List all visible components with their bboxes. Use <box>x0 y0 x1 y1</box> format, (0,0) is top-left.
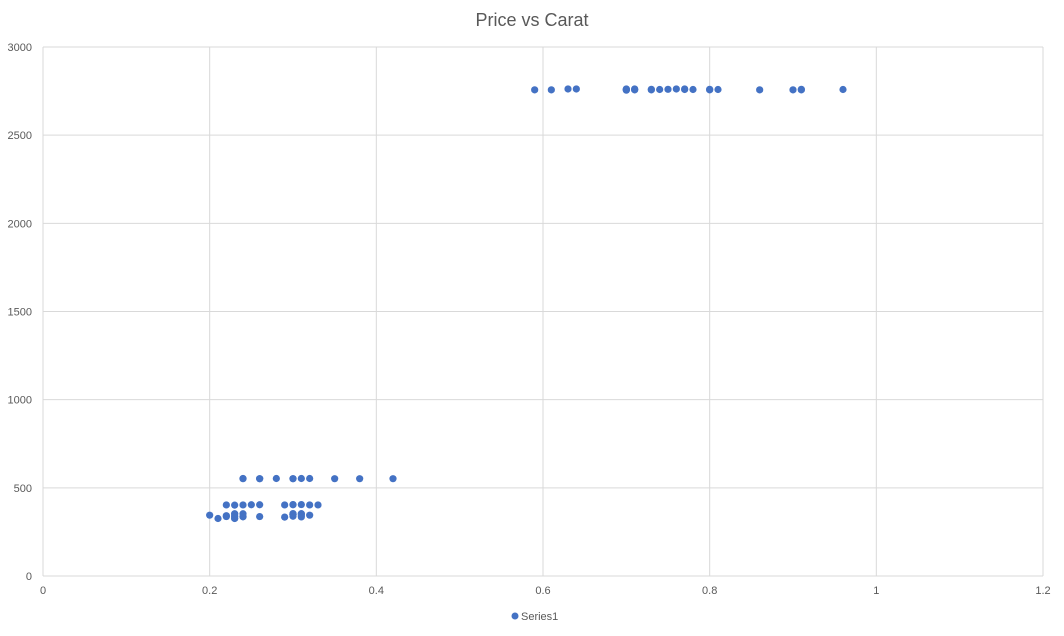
data-point <box>289 509 297 518</box>
data-point <box>272 474 280 483</box>
data-point <box>306 511 314 519</box>
data-point <box>622 86 630 94</box>
data-point <box>239 510 247 518</box>
data-point <box>297 500 305 509</box>
data-point <box>297 474 305 483</box>
data-point <box>289 500 297 509</box>
data-point <box>664 85 672 93</box>
data-point <box>256 501 264 509</box>
y-tick-label: 1000 <box>8 395 32 407</box>
data-point <box>839 85 847 94</box>
y-tick-label: 1500 <box>8 307 32 319</box>
legend-label-series1: Series1 <box>521 611 558 623</box>
y-tick-label: 2000 <box>8 218 32 230</box>
data-point <box>306 501 314 509</box>
data-point <box>314 501 322 509</box>
x-tick-label: 0 <box>40 585 46 597</box>
x-tick-label: 0.6 <box>535 585 550 597</box>
y-tick-label: 3000 <box>8 42 32 54</box>
data-point <box>797 86 805 94</box>
data-point <box>789 86 797 94</box>
data-point <box>256 512 264 521</box>
data-point <box>289 475 297 483</box>
data-point <box>656 85 664 94</box>
x-tick-label: 0.4 <box>369 585 384 597</box>
data-point <box>306 474 314 483</box>
gridlines <box>42 46 1044 577</box>
data-point <box>356 475 364 483</box>
y-axis-ticks: 0 500 1000 1500 2000 2500 3000 <box>8 42 32 583</box>
x-tick-label: 0.2 <box>202 585 217 597</box>
data-point <box>281 513 289 521</box>
data-point <box>231 510 239 518</box>
data-point <box>222 501 230 509</box>
chart-title: Price vs Carat <box>475 10 588 30</box>
data-point <box>239 474 247 483</box>
data-point <box>714 85 722 94</box>
data-point <box>706 86 714 94</box>
data-point <box>531 86 539 94</box>
x-axis-ticks: 0 0.2 0.4 0.6 0.8 1 1.2 <box>40 585 1051 597</box>
x-tick-label: 0.8 <box>702 585 717 597</box>
data-point <box>756 86 764 94</box>
data-points <box>206 85 847 523</box>
y-tick-label: 500 <box>14 483 32 495</box>
x-tick-label: 1.2 <box>1035 585 1050 597</box>
data-point <box>564 85 572 93</box>
data-point <box>231 501 239 509</box>
data-point <box>672 85 680 93</box>
data-point <box>239 501 247 509</box>
data-point <box>647 86 655 94</box>
data-point <box>547 86 555 94</box>
data-point <box>256 475 264 483</box>
data-point <box>331 475 339 483</box>
data-point <box>572 85 580 93</box>
data-point <box>389 475 397 483</box>
data-point <box>689 85 697 94</box>
data-point <box>681 85 689 94</box>
data-point <box>214 514 222 523</box>
legend: Series1 <box>511 611 558 623</box>
data-point <box>281 501 289 509</box>
x-tick-label: 1 <box>873 585 879 597</box>
y-tick-label: 2500 <box>8 130 32 142</box>
data-point <box>297 510 305 518</box>
legend-marker-series1 <box>511 612 519 620</box>
y-tick-label: 0 <box>26 571 32 583</box>
data-point <box>247 501 255 509</box>
data-point <box>631 85 639 94</box>
data-point <box>206 511 214 519</box>
data-point <box>222 512 230 520</box>
